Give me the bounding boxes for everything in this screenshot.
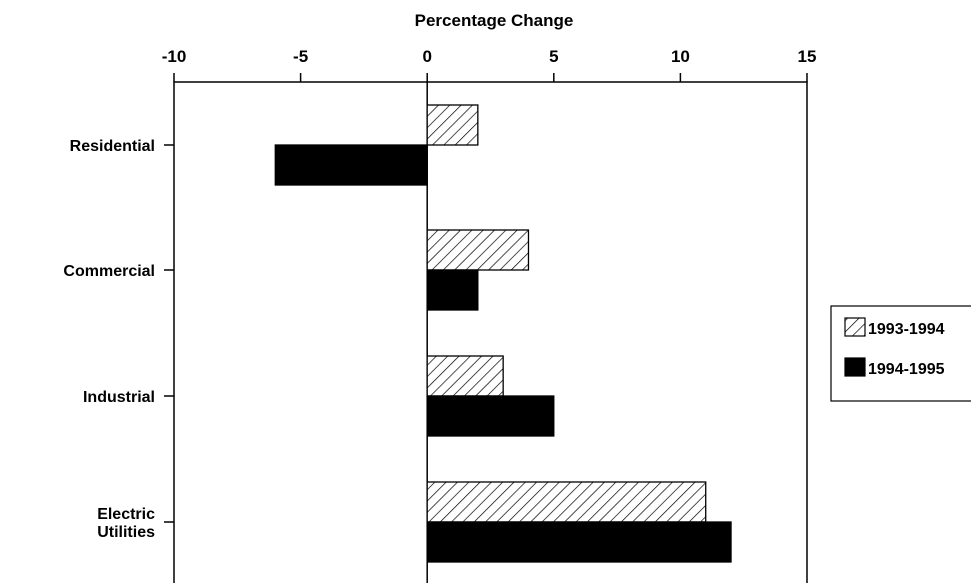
- bar-1993-1994-1: [426, 229, 530, 271]
- legend: 1993-1994 1994-1995: [830, 305, 971, 402]
- category-label-1-0: Commercial: [63, 263, 155, 280]
- legend-swatch-1993-1994: [844, 317, 866, 337]
- x-axis-title: Percentage Change: [415, 11, 574, 30]
- bar-1994-1995-1: [426, 269, 479, 311]
- bar-1993-1994-0: [426, 104, 479, 146]
- legend-label-1994-1995: 1994-1995: [868, 361, 945, 378]
- bar-1993-1994-2: [426, 355, 504, 397]
- bar-1994-1995-0: [274, 144, 428, 186]
- x-axis-ticks: -10 -5 0 5 10 15: [162, 47, 817, 82]
- plot-frame: [173, 81, 808, 583]
- category-label-3-1: Utilities: [97, 524, 155, 541]
- x-tick-label-1: -5: [293, 47, 308, 66]
- bar-1994-1995-3: [426, 521, 732, 563]
- bar-1994-1995-2: [426, 395, 555, 437]
- x-tick-label-2: 0: [422, 47, 431, 66]
- x-tick-label-4: 10: [671, 47, 690, 66]
- category-labels: Residential Commercial Industrial ElectricU…: [63, 138, 174, 541]
- bars: [274, 104, 732, 563]
- x-tick-label-0: -10: [162, 47, 187, 66]
- legend-swatch-1994-1995: [844, 357, 866, 377]
- legend-label-1993-1994: 1993-1994: [868, 321, 945, 338]
- category-label-0-0: Residential: [70, 138, 155, 155]
- category-label-2-0: Industrial: [83, 389, 155, 406]
- category-label-3-0: Electric: [97, 506, 155, 523]
- x-tick-label-3: 5: [549, 47, 558, 66]
- x-tick-label-5: 15: [798, 47, 817, 66]
- bar-1993-1994-3: [426, 481, 707, 523]
